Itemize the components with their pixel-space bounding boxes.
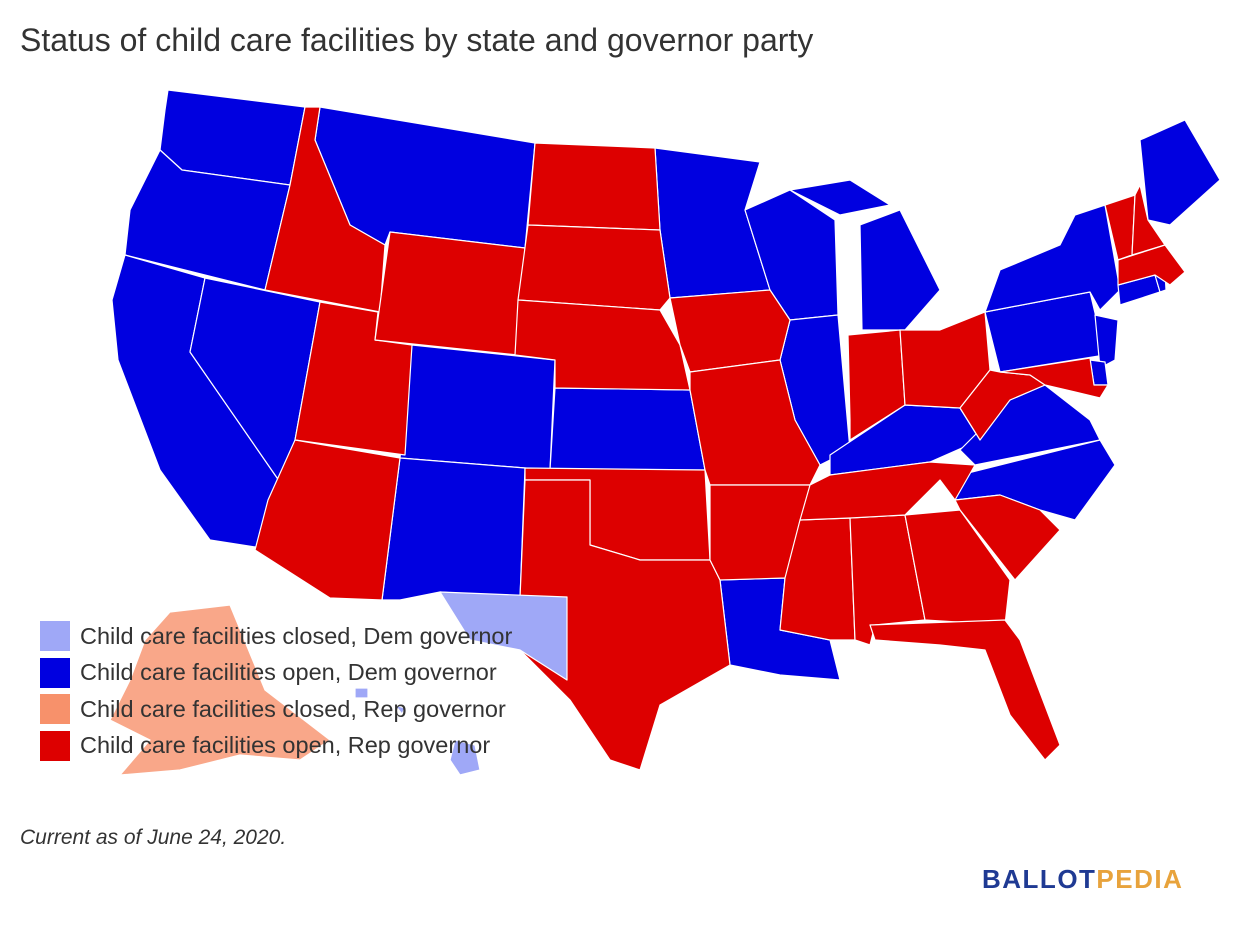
state-michigan[interactable]: [789, 179, 941, 331]
state-new-hampshire[interactable]: [1131, 184, 1166, 256]
state-kansas[interactable]: [549, 387, 706, 471]
state-north-dakota[interactable]: [527, 142, 661, 231]
legend-label: Child care facilities closed, Dem govern…: [80, 622, 513, 649]
us-map: [109, 89, 1221, 776]
state-arizona[interactable]: [254, 439, 401, 601]
legend-item: Child care facilities open, Rep governor: [40, 728, 512, 765]
state-colorado[interactable]: [399, 344, 556, 471]
legend-item: Child care facilities closed, Rep govern…: [40, 691, 512, 728]
logo-part-ballot: BALLOT: [982, 864, 1097, 894]
state-idaho[interactable]: [264, 106, 386, 313]
state-south-carolina[interactable]: [954, 494, 1061, 581]
new-mexico-closed-segment[interactable]: [439, 591, 568, 681]
state-wyoming[interactable]: [374, 231, 526, 356]
legend-swatch: [40, 730, 70, 761]
map-title: Status of child care facilities by state…: [20, 22, 814, 58]
legend-label: Child care facilities open, Dem governor: [80, 659, 497, 686]
state-alaska[interactable]: [109, 604, 331, 776]
state-tennessee[interactable]: [799, 461, 976, 521]
state-texas[interactable]: [519, 479, 731, 771]
legend: Child care facilities closed, Dem govern…: [40, 618, 512, 764]
state-maryland[interactable]: [999, 357, 1109, 399]
ballotpedia-logo[interactable]: BALLOTPEDIA: [982, 864, 1183, 895]
state-hawaii[interactable]: [354, 687, 481, 776]
legend-item: Child care facilities open, Dem governor: [40, 655, 512, 692]
state-florida[interactable]: [869, 619, 1061, 761]
logo-part-pedia: PEDIA: [1096, 864, 1184, 894]
legend-swatch: [40, 621, 70, 652]
rep-open-states: [254, 106, 1186, 771]
state-new-jersey[interactable]: [1094, 314, 1119, 369]
legend-swatch: [40, 657, 70, 688]
state-new-york[interactable]: [984, 204, 1121, 313]
legend-item: Child care facilities closed, Dem govern…: [40, 618, 512, 655]
state-massachusetts[interactable]: [1117, 244, 1186, 286]
dem-closed-states: [354, 591, 568, 776]
state-indiana[interactable]: [847, 329, 906, 441]
state-new-mexico[interactable]: [381, 457, 526, 601]
legend-label: Child care facilities open, Rep governor: [80, 732, 491, 759]
rep-closed-states: [109, 604, 331, 776]
state-south-dakota[interactable]: [517, 224, 671, 311]
footnote: Current as of June 24, 2020.: [20, 826, 287, 849]
state-iowa[interactable]: [669, 289, 791, 373]
legend-swatch: [40, 694, 70, 725]
state-georgia[interactable]: [904, 509, 1011, 626]
legend-label: Child care facilities closed, Rep govern…: [80, 695, 506, 722]
state-nebraska[interactable]: [514, 299, 691, 391]
state-maine[interactable]: [1139, 119, 1221, 226]
